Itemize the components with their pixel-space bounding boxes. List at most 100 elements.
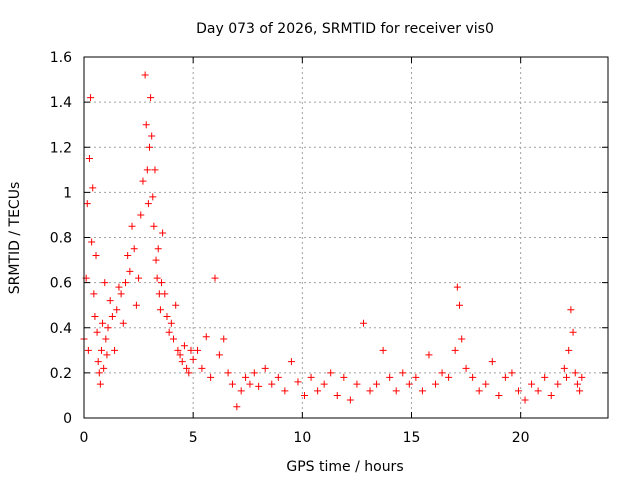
data-point xyxy=(534,387,542,395)
data-point xyxy=(170,335,178,343)
x-tick-label: 10 xyxy=(293,430,311,446)
data-point xyxy=(165,328,173,336)
data-point xyxy=(501,373,509,381)
data-point xyxy=(142,121,150,129)
data-point xyxy=(185,369,193,377)
data-point xyxy=(301,391,309,399)
data-point xyxy=(211,274,219,282)
data-point xyxy=(462,364,470,372)
data-point xyxy=(159,229,167,237)
data-point xyxy=(469,373,477,381)
data-point xyxy=(412,373,420,381)
data-point xyxy=(130,245,138,253)
data-point xyxy=(320,380,328,388)
data-point xyxy=(528,380,536,388)
data-point xyxy=(207,373,215,381)
y-tick-label: 1.4 xyxy=(50,95,72,111)
data-point xyxy=(92,252,100,260)
chart-title: Day 073 of 2026, SRMTID for receiver vis… xyxy=(196,21,494,37)
data-point xyxy=(495,391,503,399)
data-point xyxy=(488,358,496,366)
data-point xyxy=(438,369,446,377)
data-point xyxy=(147,94,155,102)
data-point xyxy=(183,364,191,372)
data-point xyxy=(246,380,254,388)
y-tick-label: 0.2 xyxy=(50,366,72,382)
data-point xyxy=(215,351,223,359)
data-point xyxy=(392,387,400,395)
data-point xyxy=(143,166,151,174)
y-tick-label: 0.6 xyxy=(50,276,72,292)
data-point xyxy=(198,364,206,372)
data-point xyxy=(456,301,464,309)
data-point xyxy=(189,355,197,363)
data-point xyxy=(178,358,186,366)
data-point xyxy=(220,335,228,343)
x-tick-label: 0 xyxy=(80,430,89,446)
data-point xyxy=(89,184,97,192)
data-point xyxy=(194,346,202,354)
data-point xyxy=(307,373,315,381)
data-point xyxy=(287,358,295,366)
data-point xyxy=(432,380,440,388)
data-point xyxy=(135,274,143,282)
data-point xyxy=(106,297,114,305)
data-point xyxy=(418,387,426,395)
data-point xyxy=(176,351,184,359)
x-tick-label: 20 xyxy=(512,430,530,446)
data-point xyxy=(233,403,241,411)
data-point xyxy=(146,143,153,151)
data-point xyxy=(113,306,121,314)
data-point xyxy=(153,274,161,282)
data-point xyxy=(151,166,159,174)
data-point xyxy=(508,369,516,377)
data-point xyxy=(97,346,105,354)
data-point xyxy=(126,267,134,275)
y-tick-label: 0.8 xyxy=(50,231,72,247)
data-point xyxy=(124,252,132,260)
data-point xyxy=(174,346,182,354)
data-point xyxy=(128,222,136,230)
data-point xyxy=(379,346,387,354)
data-point xyxy=(340,373,348,381)
data-point xyxy=(563,373,571,381)
data-point xyxy=(353,380,361,388)
data-point xyxy=(104,324,112,332)
data-point xyxy=(268,380,276,388)
data-point xyxy=(152,256,160,264)
data-point xyxy=(202,333,210,341)
data-point xyxy=(294,378,302,386)
data-point xyxy=(148,132,156,140)
data-point xyxy=(95,369,103,377)
data-point xyxy=(359,319,367,327)
data-point xyxy=(150,222,158,230)
data-point xyxy=(149,193,157,201)
y-tick-label: 1.2 xyxy=(50,140,72,156)
data-point xyxy=(255,382,263,390)
data-point xyxy=(172,301,180,309)
data-point xyxy=(482,380,490,388)
data-point xyxy=(161,290,169,298)
data-point xyxy=(84,346,92,354)
data-point xyxy=(141,71,149,79)
data-point xyxy=(281,387,289,395)
x-tick-label: 5 xyxy=(189,430,198,446)
data-point xyxy=(85,155,93,163)
data-point xyxy=(445,373,453,381)
y-tick-label: 1.6 xyxy=(50,50,72,66)
data-point xyxy=(121,279,129,287)
data-point xyxy=(137,211,145,219)
data-point xyxy=(180,342,188,350)
data-point xyxy=(158,279,166,287)
data-points xyxy=(80,71,586,411)
data-point xyxy=(366,387,374,395)
data-point xyxy=(163,312,171,320)
data-point xyxy=(569,328,577,336)
data-point xyxy=(83,200,91,208)
y-tick-label: 0 xyxy=(63,411,72,427)
data-point xyxy=(88,238,96,246)
data-point xyxy=(99,319,107,327)
data-point xyxy=(101,279,109,287)
data-point xyxy=(399,369,407,377)
